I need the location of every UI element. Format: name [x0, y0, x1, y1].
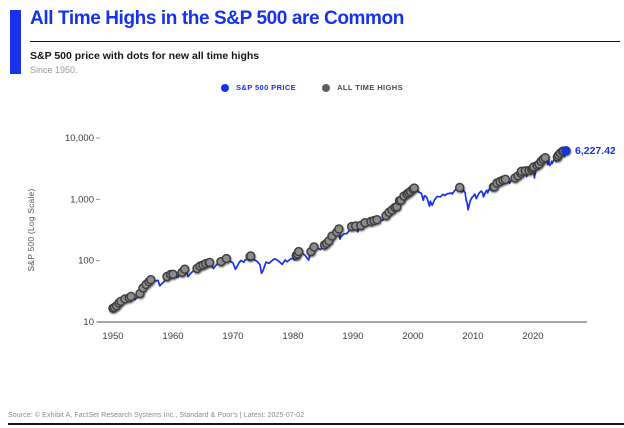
x-tick-label: 2020: [522, 331, 543, 342]
ath-dot: [221, 253, 232, 264]
x-tick-label: 1990: [342, 331, 363, 342]
x-tick-label: 1980: [282, 331, 303, 342]
page-title: All Time Highs in the S&P 500 are Common: [30, 8, 404, 29]
bottom-rule: [8, 423, 624, 425]
ath-dot: [168, 269, 178, 280]
sp500-price-dot-icon: [221, 83, 229, 92]
x-tick-label: 2010: [462, 331, 483, 342]
title-divider: [30, 41, 620, 42]
legend: S&P 500 PRICE ALL TIME HIGHS: [0, 83, 624, 92]
ath-dot: [455, 182, 465, 193]
accent-bar: [10, 10, 21, 74]
latest-point-marker: [561, 146, 571, 155]
chart-subtitle: S&P 500 price with dots for new all time…: [30, 50, 260, 62]
ath-dot: [146, 274, 156, 285]
legend-item-all-time-highs: ALL TIME HIGHS: [322, 83, 403, 92]
y-axis-title: S&P 500 (Log Scale): [26, 188, 36, 271]
x-tick-label: 1960: [162, 331, 183, 342]
y-tick-label: 100: [78, 256, 94, 267]
y-tick-label: 1,000: [70, 194, 94, 205]
ath-dot: [500, 174, 511, 184]
ath-dot: [204, 257, 215, 268]
x-tick-label: 1970: [222, 331, 243, 342]
ath-dot: [334, 224, 344, 234]
chart-subnote: Since 1950.: [30, 65, 78, 75]
ath-dot: [409, 183, 419, 193]
sp500-log-chart: 10,000 1,000 100 10 1950 1960 1970 1980 1990 2000…: [26, 133, 615, 342]
y-tick-label: 10,000: [65, 133, 94, 144]
x-tick-label: 2000: [402, 331, 423, 342]
ath-dots: [108, 146, 571, 314]
ath-dot: [294, 246, 304, 257]
ath-dot: [126, 291, 136, 302]
source-note: Source: © Exhibit A, FactSet Research Sy…: [8, 412, 305, 419]
legend-label-sp500-price: S&P 500 PRICE: [236, 83, 297, 92]
ath-dot: [179, 264, 190, 274]
legend-label-all-time-highs: ALL TIME HIGHS: [337, 83, 403, 92]
latest-value-label: 6,227.42: [575, 145, 615, 157]
y-tick-label: 10: [83, 317, 94, 328]
x-tick-label: 1950: [102, 331, 123, 342]
all-time-highs-dot-icon: [322, 83, 331, 92]
ath-dot: [245, 251, 256, 261]
ath-dot: [309, 242, 319, 252]
ath-dot: [540, 153, 550, 163]
legend-item-sp500-price: S&P 500 PRICE: [221, 83, 296, 92]
ath-dot: [372, 214, 382, 225]
